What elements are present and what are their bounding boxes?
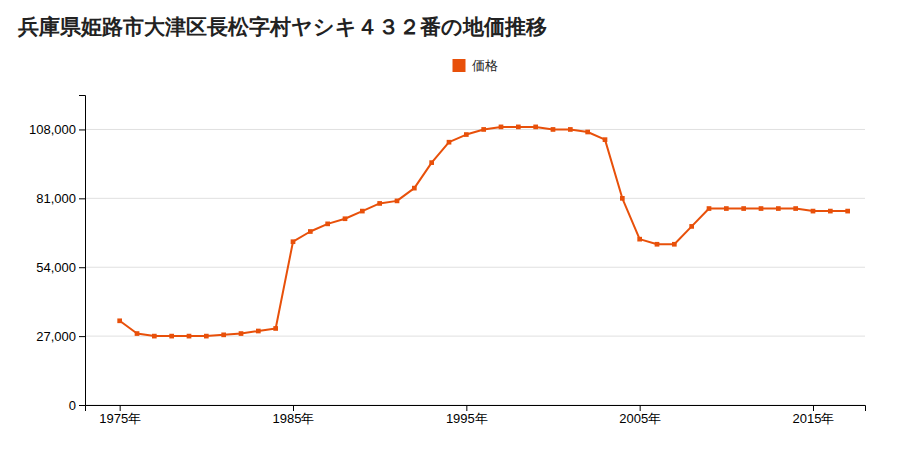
marker (516, 125, 521, 130)
marker (533, 125, 538, 130)
tick-label: 108,000 (29, 122, 76, 137)
tick-mark (79, 336, 85, 337)
legend-label: 価格 (472, 58, 498, 73)
tick: 54,000 (36, 260, 85, 275)
legend: 価格 (453, 58, 498, 73)
tick: 0 (69, 398, 85, 413)
line (120, 127, 848, 336)
tick-label: 54,000 (36, 260, 76, 275)
marker (551, 127, 556, 132)
tick-mark (79, 198, 85, 199)
tick-mark (813, 405, 814, 411)
marker (776, 206, 781, 211)
tick: 108,000 (29, 122, 85, 137)
marker (741, 206, 746, 211)
tick: 1995年 (446, 405, 488, 426)
marker (256, 329, 261, 334)
grid-line (85, 129, 865, 130)
marker (135, 331, 140, 336)
tick-label: 27,000 (36, 329, 76, 344)
legend-swatch (453, 59, 466, 72)
y-axis: 0 27,000 54,000 81,000 108,000 (29, 96, 86, 413)
marker (429, 160, 434, 165)
marker (845, 209, 850, 214)
tick-label: 0 (69, 398, 76, 413)
marker (291, 239, 296, 244)
marker (187, 334, 192, 339)
marker (308, 229, 313, 234)
tick-mark (466, 405, 467, 411)
marker (811, 209, 816, 214)
marker (169, 334, 174, 339)
marker (585, 130, 590, 135)
title: 兵庫県姫路市大津区長松字村ヤシキ４３２番の地価推移 (17, 15, 547, 39)
tick-mark (79, 129, 85, 130)
tick-mark (293, 405, 294, 411)
plot-area: 1975年 1985年 1995年 2005年 2015年 0 27,000 54,000 81… (29, 96, 866, 427)
marker (568, 127, 573, 132)
grid-line (85, 198, 865, 199)
marker (689, 224, 694, 229)
tick-label: 2015年 (793, 411, 835, 426)
marker (499, 125, 504, 130)
tick: 1985年 (273, 405, 315, 426)
marker (343, 216, 348, 221)
tick-label: 1975年 (99, 411, 141, 426)
tick-mark (79, 267, 85, 268)
marker (828, 209, 833, 214)
marker (620, 196, 625, 201)
legend-item: 価格 (453, 58, 498, 73)
tick-mark (640, 405, 641, 411)
marker (360, 209, 365, 214)
axis-line (79, 96, 86, 406)
grid (85, 129, 865, 405)
tick-label: 1985年 (273, 411, 315, 426)
marker (377, 201, 382, 206)
tick-label: 1995年 (446, 411, 488, 426)
tick: 1975年 (99, 405, 141, 426)
grid-line (85, 267, 865, 268)
marker (481, 127, 486, 132)
marker (672, 242, 677, 247)
marks (117, 125, 850, 339)
marker (637, 237, 642, 242)
tick-label: 81,000 (36, 191, 76, 206)
marker (724, 206, 729, 211)
tick-label: 2005年 (619, 411, 661, 426)
marker (273, 326, 278, 331)
marker (655, 242, 660, 247)
marker (395, 199, 400, 204)
marker (152, 334, 157, 339)
tick: 2015年 (793, 405, 835, 426)
marker (239, 331, 244, 336)
marker (447, 140, 452, 145)
tick: 2005年 (619, 405, 661, 426)
markers (117, 125, 850, 339)
marker (759, 206, 764, 211)
marker (707, 206, 712, 211)
marker (793, 206, 798, 211)
tick-mark (120, 405, 121, 411)
tick-mark (79, 405, 85, 406)
axis-line (86, 406, 866, 412)
x-axis: 1975年 1985年 1995年 2005年 2015年 (86, 405, 866, 426)
marker (117, 318, 122, 323)
marker (603, 137, 608, 142)
tick: 81,000 (36, 191, 85, 206)
marker (204, 334, 209, 339)
marker (221, 332, 226, 337)
marker (412, 186, 417, 191)
marker (325, 222, 330, 227)
marker (464, 132, 469, 137)
chart: 兵庫県姫路市大津区長松字村ヤシキ４３２番の地価推移 1975年 1985年 1995年… (0, 0, 900, 450)
tick: 27,000 (36, 329, 85, 344)
